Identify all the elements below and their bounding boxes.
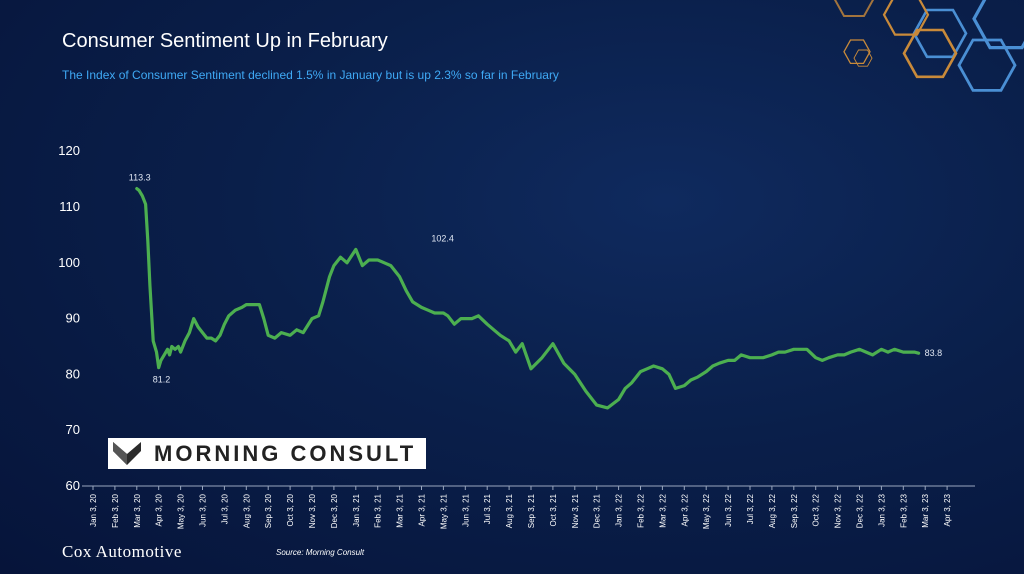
x-tick-label: Sep 3, 21 <box>527 493 536 528</box>
x-tick-label: Apr 3, 22 <box>680 493 689 526</box>
x-tick-label: Aug 3, 21 <box>505 493 514 528</box>
morning-consult-mark-icon <box>113 442 141 465</box>
y-tick-label: 110 <box>59 199 80 214</box>
x-tick-label: Aug 3, 22 <box>768 493 777 528</box>
x-tick-label: Jul 3, 20 <box>220 493 229 524</box>
x-tick-label: Sep 3, 20 <box>264 493 273 528</box>
x-tick-label: Feb 3, 23 <box>899 493 908 527</box>
x-tick-label: Apr 3, 20 <box>155 493 164 526</box>
x-tick-label: Dec 3, 21 <box>593 493 602 528</box>
x-tick-label: Oct 3, 20 <box>286 493 295 526</box>
x-tick-label: Jun 3, 20 <box>199 493 208 526</box>
data-label: 102.4 <box>431 233 454 243</box>
x-tick-label: Jan 3, 21 <box>352 493 361 526</box>
x-tick-label: Jan 3, 23 <box>877 493 886 526</box>
x-tick-label: Oct 3, 22 <box>812 493 821 526</box>
chart-subtitle: The Index of Consumer Sentiment declined… <box>62 68 559 82</box>
data-label: 81.2 <box>153 375 171 385</box>
x-tick-label: Mar 3, 23 <box>921 493 930 527</box>
x-tick-label: Apr 3, 21 <box>418 493 427 526</box>
y-tick-label: 80 <box>66 366 80 381</box>
sentiment-series-line <box>135 187 921 410</box>
x-tick-label: May 3, 22 <box>702 493 711 529</box>
y-tick-label: 120 <box>58 143 80 158</box>
x-tick-label: Mar 3, 22 <box>658 493 667 527</box>
data-label: 113.3 <box>129 173 151 183</box>
x-tick-label: Feb 3, 22 <box>637 493 646 527</box>
x-tick-label: Nov 3, 22 <box>834 493 843 528</box>
x-tick-label: Aug 3, 20 <box>242 493 251 528</box>
x-tick-label: Jul 3, 21 <box>483 493 492 524</box>
x-tick-label: Dec 3, 22 <box>856 493 865 528</box>
hexagon-decoration <box>833 0 1024 92</box>
x-tick-label: May 3, 21 <box>439 493 448 529</box>
x-tick-label: Jul 3, 22 <box>746 493 755 524</box>
data-label: 83.8 <box>925 348 943 358</box>
cox-automotive-logo: Cox Automotive <box>62 542 182 561</box>
y-tick-label: 70 <box>66 422 80 437</box>
x-tick-label: Dec 3, 20 <box>330 493 339 528</box>
x-tick-label: Jan 3, 20 <box>89 493 98 526</box>
x-tick-label: Jun 3, 22 <box>724 493 733 526</box>
x-tick-label: Jan 3, 22 <box>615 493 624 526</box>
x-tick-label: Nov 3, 20 <box>308 493 317 528</box>
x-tick-label: Jun 3, 21 <box>461 493 470 526</box>
morning-consult-logo: MORNING CONSULT <box>108 438 426 469</box>
x-tick-label: Sep 3, 22 <box>790 493 799 528</box>
x-tick-label: Nov 3, 21 <box>571 493 580 528</box>
y-tick-label: 90 <box>66 311 80 326</box>
x-tick-label: Feb 3, 20 <box>111 493 120 527</box>
chart-title: Consumer Sentiment Up in February <box>62 30 388 52</box>
x-tick-label: Mar 3, 20 <box>133 493 142 527</box>
source-note: Source: Morning Consult <box>276 548 365 557</box>
x-tick-label: Mar 3, 21 <box>396 493 405 527</box>
x-tick-label: Feb 3, 21 <box>374 493 383 527</box>
x-tick-label: Apr 3, 23 <box>943 493 952 526</box>
x-tick-label: Oct 3, 21 <box>549 493 558 526</box>
y-tick-label: 100 <box>58 255 80 270</box>
logo-text: MORNING CONSULT <box>154 440 417 466</box>
x-tick-label: May 3, 20 <box>177 493 186 529</box>
y-tick-label: 60 <box>66 478 80 493</box>
